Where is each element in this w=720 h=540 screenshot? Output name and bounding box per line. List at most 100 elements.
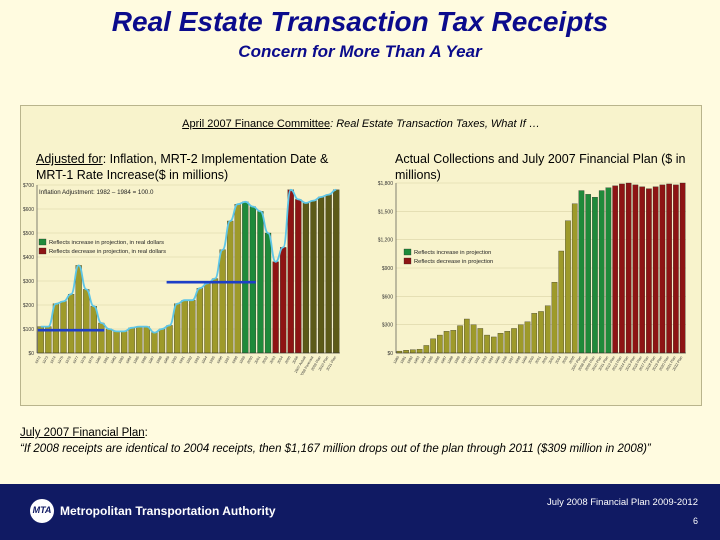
left-chart-bar xyxy=(181,300,188,354)
right-chart-bar xyxy=(437,334,443,354)
right-chart-x-tick: 1986 xyxy=(433,356,440,365)
left-chart-y-tick: $300 xyxy=(23,279,34,285)
right-chart-x-tick: 1988 xyxy=(447,356,454,365)
left-chart-bar xyxy=(280,247,287,354)
left-chart-bar xyxy=(325,194,332,354)
left-chart-x-tick: 2001 xyxy=(254,356,261,365)
right-chart-x-tick: 2003 xyxy=(548,356,555,365)
right-chart-bar xyxy=(558,250,565,354)
left-chart-bar xyxy=(174,303,181,354)
left-chart-bar xyxy=(257,211,264,354)
left-chart-bar xyxy=(310,200,317,354)
right-chart-bar xyxy=(538,311,544,354)
left-chart-bar xyxy=(196,288,203,354)
right-chart-bar xyxy=(524,321,531,354)
left-chart-bar xyxy=(143,326,150,354)
left-chart-bar xyxy=(219,249,226,354)
right-chart-bar xyxy=(517,324,524,354)
right-chart-bar xyxy=(646,188,652,354)
right-chart-legend-label: Reflects increase in projection xyxy=(414,250,491,256)
right-chart-x-tick: 2004 xyxy=(555,356,562,365)
right-chart-legend-swatch xyxy=(403,257,412,265)
left-chart-bar xyxy=(60,301,67,354)
right-chart-x-tick: 2005 xyxy=(561,356,568,365)
left-chart-x-tick: 1976 xyxy=(64,356,71,365)
right-chart-bar xyxy=(612,185,618,354)
right-chart-x-tick: 1982 xyxy=(406,356,413,365)
left-chart-x-tick: 1987 xyxy=(148,356,155,365)
left-chart-x-tick: 1975 xyxy=(57,356,64,365)
panel-heading-topic: : Real Estate Transaction Taxes, What If… xyxy=(330,118,540,130)
left-chart-x-tick: 1999 xyxy=(239,356,246,365)
right-chart-x-tick: 2013 Plan xyxy=(611,356,623,372)
left-chart-bar xyxy=(151,332,158,354)
left-chart-x-tick: 1984 xyxy=(125,356,132,365)
left-chart-bar xyxy=(158,328,166,354)
right-chart-x-tick: 2014 Plan xyxy=(618,356,630,372)
right-chart-x-tick: 2012 Plan xyxy=(604,356,616,372)
organization-name: Metropolitan Transportation Authority xyxy=(60,504,276,518)
left-chart-legend-label: Reflects increase in projection, in real… xyxy=(49,240,164,246)
right-chart-bar xyxy=(565,220,571,354)
right-chart-x-tick: 2021 Plan xyxy=(665,356,677,372)
right-chart-x-tick: 2015 Plan xyxy=(625,356,637,372)
left-chart-bar xyxy=(295,199,302,354)
right-chart-bar xyxy=(403,350,409,354)
right-chart-y-tick: $0 xyxy=(387,351,393,357)
right-chart-bar xyxy=(504,331,511,354)
left-chart-legend-swatch xyxy=(38,238,47,246)
left-chart-bar xyxy=(105,328,113,354)
right-chart-x-tick: 2002 xyxy=(541,356,548,365)
right-chart-bar xyxy=(470,324,477,354)
left-chart-x-tick: 2004 xyxy=(277,356,284,365)
left-chart-bar xyxy=(302,202,310,354)
right-chart-x-tick: 2009 Plan xyxy=(584,356,596,372)
page-number: 6 xyxy=(692,516,698,526)
left-chart-x-tick: 1996 xyxy=(216,356,223,365)
left-chart-bar xyxy=(333,189,340,354)
left-chart-x-tick: 1986 xyxy=(140,356,147,365)
left-chart-x-tick: 2011 Plan xyxy=(326,356,337,372)
right-chart-x-tick: 1985 xyxy=(426,356,433,365)
right-chart-x-tick: 1981 xyxy=(400,356,407,365)
right-chart-bar xyxy=(639,186,645,354)
right-chart-x-tick: 2016 Plan xyxy=(631,356,643,372)
left-chart-bar xyxy=(121,331,128,354)
right-chart-y-tick: $600 xyxy=(382,294,393,300)
left-chart-bar xyxy=(249,206,256,354)
left-chart-bar xyxy=(75,265,82,354)
right-chart-x-tick: 2020 Plan xyxy=(658,356,670,372)
left-chart-bar xyxy=(211,278,219,354)
right-chart-x-tick: 1998 xyxy=(514,356,521,365)
right-chart-bar xyxy=(592,197,598,354)
left-chart-legend-label: Reflects decrease in projection, in real… xyxy=(49,249,166,255)
right-chart-x-tick: 1994 xyxy=(487,356,494,365)
right-chart-legend-swatch xyxy=(403,248,412,256)
right-chart-y-tick: $1,800 xyxy=(378,181,394,187)
left-chart-bar xyxy=(264,232,272,354)
left-chart-y-tick: $0 xyxy=(28,351,34,357)
right-chart-y-tick: $900 xyxy=(382,266,393,272)
left-chart-bar xyxy=(113,331,120,354)
right-chart-bar xyxy=(625,182,632,354)
left-chart-x-tick: 1991 xyxy=(178,356,185,365)
left-chart-x-tick: 1997 xyxy=(224,356,231,365)
right-chart-x-tick: 2017 Plan xyxy=(638,356,650,372)
right-chart-bar xyxy=(531,313,538,354)
right-chart-bar xyxy=(464,318,470,354)
financial-plan-label: July 2008 Financial Plan 2009-2012 xyxy=(546,497,698,508)
left-chart-y-tick: $500 xyxy=(23,231,34,237)
right-chart-x-tick: 1984 xyxy=(420,356,427,365)
right-chart-bar xyxy=(457,325,463,354)
left-chart-x-tick: 2006 xyxy=(292,356,299,365)
right-chart-bar xyxy=(673,184,679,354)
right-chart-y-tick: $1,200 xyxy=(378,238,394,244)
left-chart-y-tick: $200 xyxy=(23,303,34,309)
right-chart-bar xyxy=(477,328,484,354)
right-chart-bar xyxy=(430,338,436,354)
right-chart-bar xyxy=(679,182,686,354)
left-chart-bar xyxy=(52,303,60,354)
left-chart-bar xyxy=(83,289,90,354)
left-chart-x-tick: 2003 xyxy=(269,356,276,365)
left-chart-y-tick: $400 xyxy=(23,255,34,261)
